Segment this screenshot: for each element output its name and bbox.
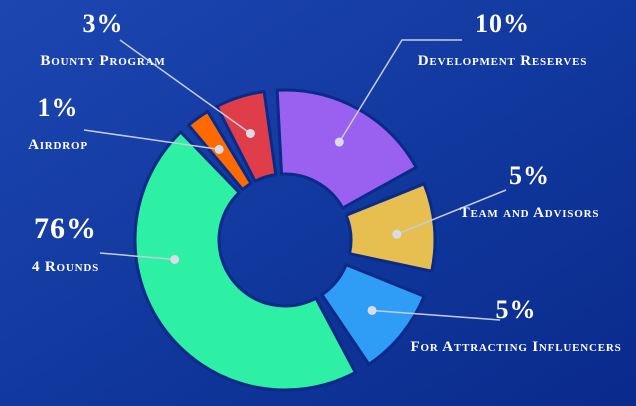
slice-name: 4 Rounds xyxy=(32,259,99,275)
leader-line-for-attracting-influencers xyxy=(371,309,501,321)
slice-name: For Attracting Influencers xyxy=(410,338,622,355)
slice-label-bounty-program: 3% Bounty Program xyxy=(22,9,184,69)
leader-line-development-reserves xyxy=(338,39,462,143)
slice-percentage: 10% xyxy=(475,9,530,38)
slice-name: Development Reserves xyxy=(417,52,588,69)
leader-line-team-and-advisors xyxy=(396,189,507,235)
slice-name: Team and Advisors xyxy=(459,204,600,221)
slice-label-team-and-advisors: 5% Team and Advisors xyxy=(442,161,617,221)
leader-line-airdrop xyxy=(83,129,220,151)
slice-name: Bounty Program xyxy=(40,52,166,69)
leader-dot-bounty-program xyxy=(245,128,255,138)
slice-development-reserves xyxy=(275,88,418,210)
leader-dot-4-rounds xyxy=(170,254,180,264)
slice-label-development-reserves: 10% Development Reserves xyxy=(410,9,595,69)
slice-label-4-rounds: 76% 4 Rounds xyxy=(8,212,123,276)
slice-team-and-advisors xyxy=(344,182,437,273)
slice-percentage: 1% xyxy=(37,93,79,122)
slice-name: Airdrop xyxy=(28,136,88,153)
slice-4-rounds xyxy=(133,130,357,392)
slice-label-airdrop: 1% Airdrop xyxy=(12,93,104,153)
slice-percentage: 5% xyxy=(509,161,550,190)
slice-percentage: 76% xyxy=(34,212,97,245)
slice-percentage: 5% xyxy=(495,295,537,324)
leader-dot-team-and-advisors xyxy=(392,229,402,239)
leader-line-4-rounds xyxy=(99,252,175,261)
slice-bounty-program xyxy=(215,89,278,183)
leader-dot-development-reserves xyxy=(334,137,344,147)
leader-line-bounty-program xyxy=(119,39,251,135)
leader-dot-airdrop xyxy=(214,144,224,154)
slice-label-for-attracting-influencers: 5% For Attracting Influencers xyxy=(400,295,632,355)
slice-percentage: 3% xyxy=(82,9,124,38)
leader-dot-for-attracting-influencers xyxy=(367,305,377,315)
